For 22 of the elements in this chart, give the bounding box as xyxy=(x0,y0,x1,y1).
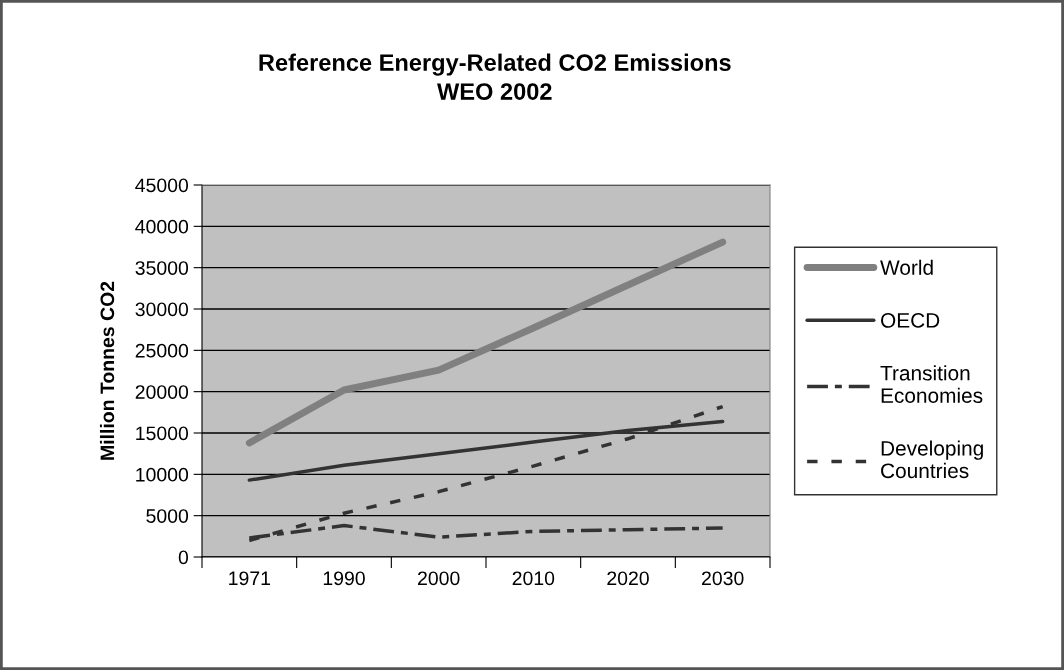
x-tick-label: 2030 xyxy=(702,571,744,586)
y-tick-label: 20000 xyxy=(135,385,189,399)
y-tick-label: 45000 xyxy=(135,178,189,193)
x-tick-label: 2020 xyxy=(607,571,649,586)
chart-title: Reference Energy-Related CO2 Emissions WEO 2002 xyxy=(259,53,731,100)
y-tick-label: 15000 xyxy=(136,426,189,441)
y-tick-label: 35000 xyxy=(135,261,189,275)
legend-label: OECD xyxy=(881,313,940,328)
y-tick-label: 25000 xyxy=(135,343,189,358)
x-tick-label: 1990 xyxy=(323,571,365,586)
x-tick-label: 2000 xyxy=(418,571,460,586)
y-axis-title: Million Tonnes CO2 xyxy=(99,281,115,460)
legend-label: World xyxy=(880,259,933,276)
y-tick-label: 30000 xyxy=(135,302,189,317)
y-tick-label: 5000 xyxy=(146,509,189,523)
x-tick-label: 2010 xyxy=(512,571,555,586)
legend-label: Transition Economies xyxy=(880,365,983,403)
legend-label: Developing Countries xyxy=(881,440,983,479)
x-tick-label: 1971 xyxy=(229,571,271,586)
y-tick-label: 0 xyxy=(178,550,189,565)
y-tick-label: 40000 xyxy=(135,219,189,234)
y-tick-label: 10000 xyxy=(136,467,189,482)
